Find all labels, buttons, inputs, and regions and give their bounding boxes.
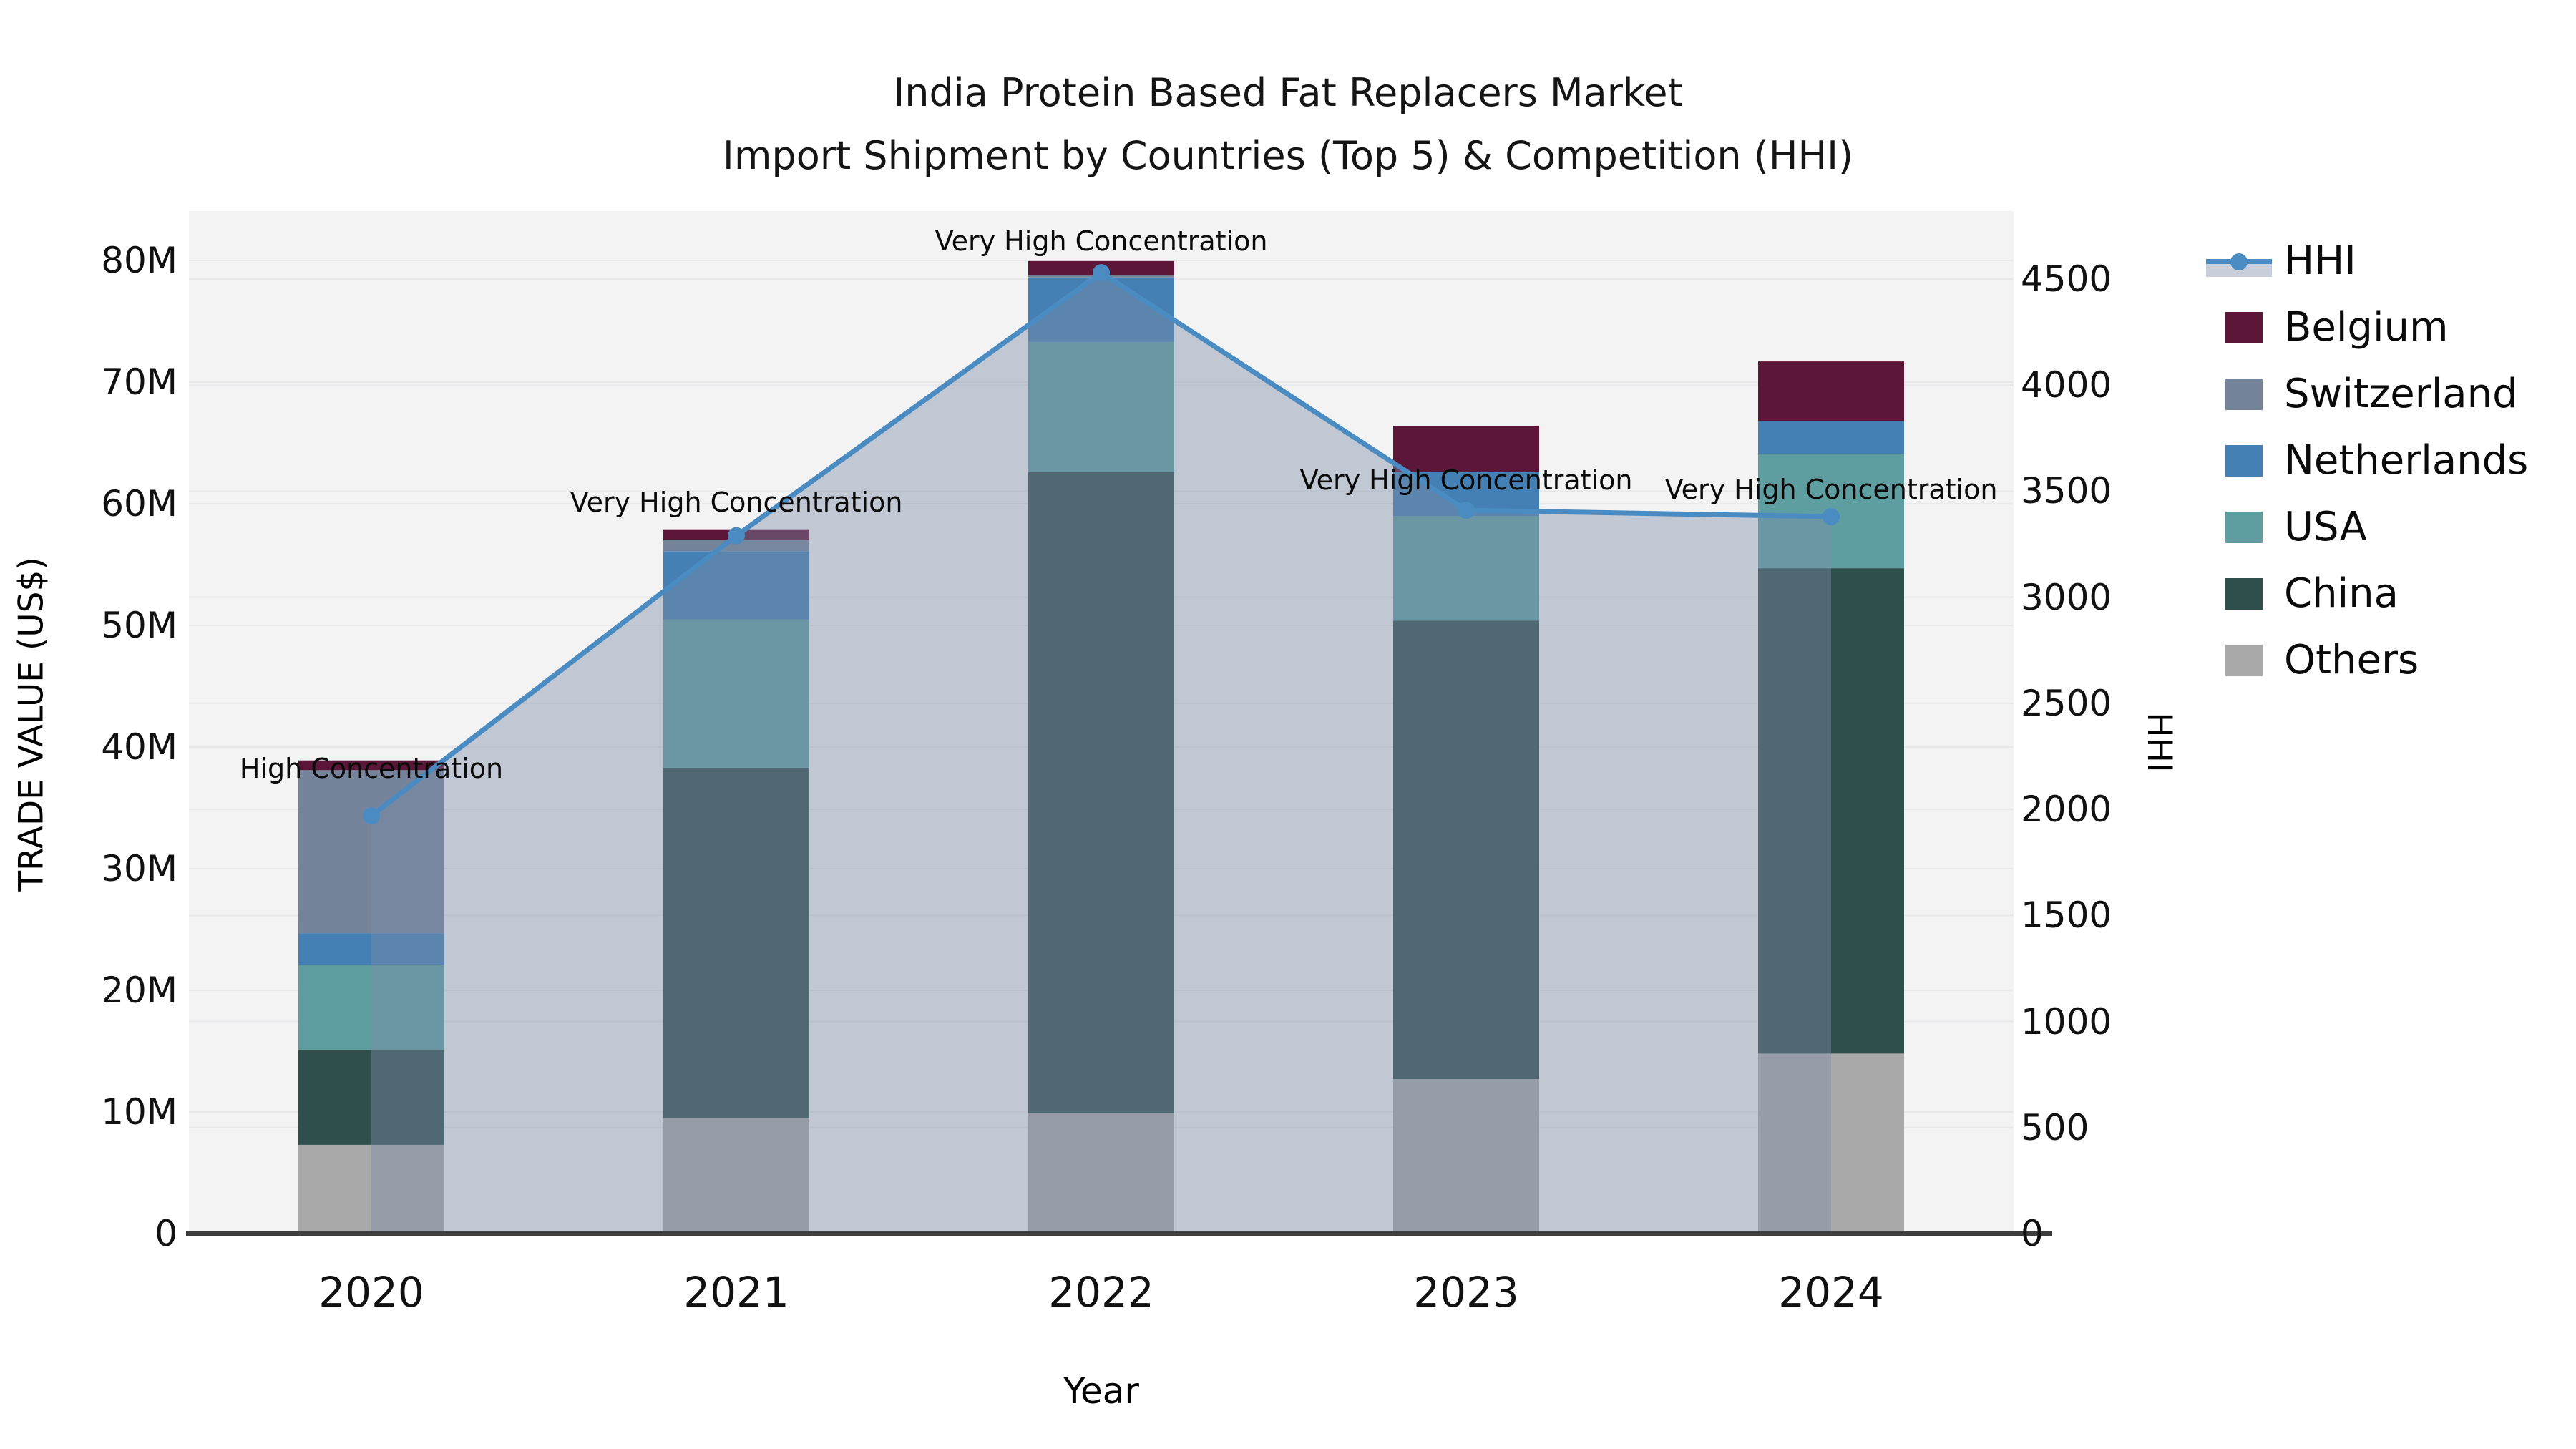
y-right-tick-1000: 1000 [2021,1000,2112,1043]
y-right-tick-4000: 4000 [2021,364,2112,406]
y-left-tick-30M: 30M [101,848,177,889]
bar-segment-others-2020 [298,1144,444,1234]
x-tick-2023: 2023 [1413,1268,1519,1317]
bar-segment-china-2023 [1393,620,1539,1080]
hhi-marker-2020 [363,806,380,824]
bar-segment-switzerland-2020 [298,770,444,934]
bar-segment-usa-2022 [1028,341,1174,472]
y-left-tick-80M: 80M [101,240,177,281]
annotation-2023: Very High Concentration [1299,464,1633,497]
bar-segment-china-2021 [663,767,809,1118]
legend-item-switzerland: Switzerland [2206,361,2528,427]
y-right-tick-0: 0 [2021,1213,2044,1254]
x-tick-2022: 2022 [1048,1268,1154,1317]
legend-patch-netherlands [2225,444,2263,477]
bar-segment-china-2020 [298,1050,444,1145]
color-swatch-icon [2206,373,2284,416]
bar-segment-china-2024 [1758,568,1904,1054]
bar-segment-netherlands-2021 [663,551,809,620]
hhi-marker-2024 [1823,507,1840,525]
legend-item-others: Others [2206,627,2528,693]
y-left-tick-70M: 70M [101,361,177,403]
bar-segment-usa-2023 [1393,516,1539,621]
x-tick-2020: 2020 [318,1268,424,1317]
x-axis-label: Year [1063,1370,1139,1412]
y-right-tick-3500: 3500 [2021,470,2112,512]
y-left-tick-50M: 50M [101,605,177,646]
y-right-tick-1500: 1500 [2021,894,2112,937]
annotation-2021: Very High Concentration [570,486,903,518]
bar-segment-others-2022 [1028,1113,1174,1234]
x-tick-2021: 2021 [683,1268,789,1317]
bar-segment-usa-2020 [298,965,444,1050]
bar-segment-belgium-2024 [1758,361,1904,421]
y-left-tick-60M: 60M [101,483,177,525]
y-left-tick-10M: 10M [101,1091,177,1133]
bar-segment-belgium-2020 [298,760,444,771]
legend-item-belgium: Belgium [2206,294,2528,361]
legend-label-switzerland: Switzerland [2284,371,2518,417]
color-swatch-icon [2206,506,2284,549]
legend-item-netherlands: Netherlands [2206,427,2528,494]
legend-label-hhi: HHI [2284,238,2356,284]
color-swatch-icon [2206,439,2284,482]
legend-patch-switzerland [2225,378,2263,410]
hhi-legend-glyph [2230,253,2248,270]
bar-segment-usa-2021 [663,619,809,768]
chart-title-line1: India Protein Based Fat Replacers Market [893,70,1683,115]
bar-segment-others-2021 [663,1118,809,1234]
legend-label-others: Others [2284,637,2419,683]
color-swatch-icon [2206,639,2284,682]
bar-segment-others-2023 [1393,1079,1539,1234]
y-right-tick-3000: 3000 [2021,576,2112,618]
bar-segment-switzerland-2021 [663,540,809,552]
y-right-tick-500: 500 [2021,1106,2089,1148]
y-left-tick-0: 0 [155,1213,177,1254]
hhi-marker-2023 [1458,502,1475,519]
color-swatch-icon [2206,306,2284,349]
y-right-tick-4500: 4500 [2021,258,2112,300]
y-axis-right-label: HHI [2139,712,2179,773]
legend-item-hhi: HHI [2206,228,2528,294]
bar-segment-belgium-2023 [1393,426,1539,472]
legend-label-usa: USA [2284,504,2367,550]
annotation-2022: Very High Concentration [935,225,1268,258]
legend-label-china: China [2284,570,2399,617]
x-tick-2024: 2024 [1778,1268,1884,1317]
y-right-tick-2000: 2000 [2021,789,2112,831]
y-right-tick-2500: 2500 [2021,682,2112,724]
hhi-marker-2021 [728,527,745,545]
bar-segment-netherlands-2020 [298,933,444,965]
legend-patch-belgium [2225,311,2263,343]
annotation-2024: Very High Concentration [1664,473,1998,505]
bar-segment-others-2024 [1758,1053,1904,1234]
legend-patch-china [2225,577,2263,610]
legend-item-china: China [2206,560,2528,627]
hhi-line-swatch-icon [2206,240,2284,283]
y-left-tick-20M: 20M [101,970,177,1011]
legend-patch-usa [2225,511,2263,543]
legend: HHI Belgium Switzerland Netherlands USA China… [2206,228,2528,693]
annotation-2020: High Concentration [239,752,504,784]
chart-title-line2: Import Shipment by Countries (Top 5) & C… [722,133,1854,178]
legend-patch-others [2225,644,2263,676]
color-swatch-icon [2206,572,2284,615]
legend-label-belgium: Belgium [2284,304,2449,351]
y-left-tick-40M: 40M [101,726,177,768]
legend-label-netherlands: Netherlands [2284,437,2529,484]
bar-segment-china-2022 [1028,472,1174,1113]
bar-segment-netherlands-2024 [1758,421,1904,454]
legend-item-usa: USA [2206,494,2528,560]
hhi-marker-2022 [1093,264,1110,282]
